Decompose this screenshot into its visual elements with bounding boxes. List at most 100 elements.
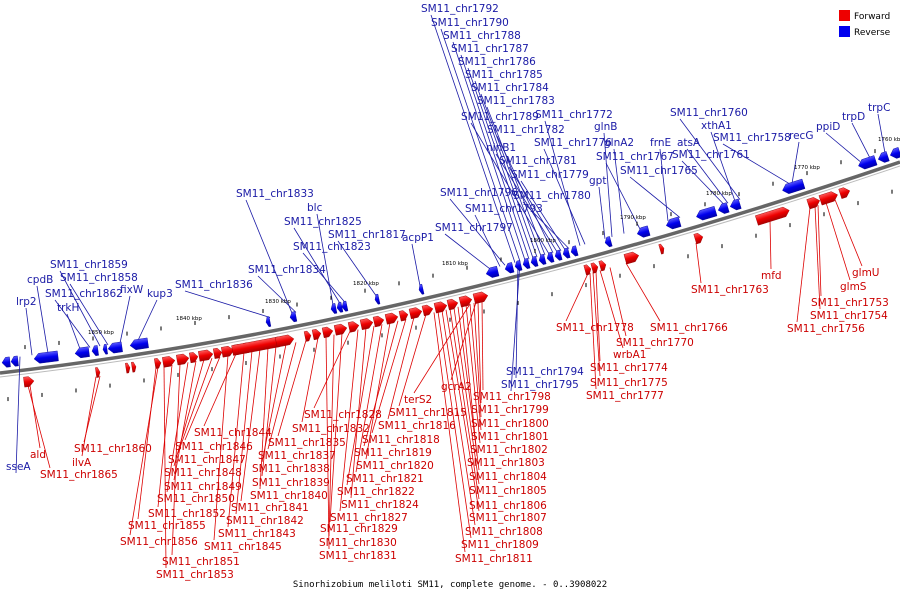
reverse-gene-arrow-41[interactable] [336, 301, 344, 313]
gene-label-sm11-chr1860[interactable]: SM11_chr1860 [74, 443, 152, 455]
gene-label-blc[interactable]: blc [307, 202, 323, 214]
gene-label-sm11-chr1761[interactable]: SM11_chr1761 [672, 149, 750, 161]
gene-label-sm11-chr1781[interactable]: SM11_chr1781 [499, 155, 577, 167]
gene-label-sm11-chr1858[interactable]: SM11_chr1858 [60, 272, 138, 284]
reverse-gene-arrow-1[interactable] [10, 355, 19, 367]
forward-gene-arrow-59[interactable] [623, 251, 640, 265]
forward-gene-arrow-3[interactable] [23, 376, 35, 388]
gene-label-lrp2[interactable]: lrp2 [16, 296, 37, 308]
gene-label-sm11-chr1758[interactable]: SM11_chr1758 [713, 132, 791, 144]
reverse-gene-arrow-73[interactable] [877, 151, 890, 164]
forward-gene-arrow-28[interactable] [359, 317, 374, 331]
gene-label-sm11-chr1828[interactable]: SM11_chr1828 [304, 409, 382, 421]
gene-label-sm11-chr1765[interactable]: SM11_chr1765 [620, 165, 698, 177]
reverse-gene-arrow-7[interactable] [107, 341, 123, 354]
gene-label-sm11-chr1859[interactable]: SM11_chr1859 [50, 259, 128, 271]
forward-gene-arrow-29[interactable] [372, 315, 385, 328]
gene-label-sm11-chr1789[interactable]: SM11_chr1789 [461, 111, 539, 123]
gene-label-sm11-chr1805[interactable]: SM11_chr1805 [469, 485, 547, 497]
gene-label-cpdb[interactable]: cpdB [27, 274, 53, 286]
forward-gene-arrow-35[interactable] [446, 298, 459, 311]
gene-label-sm11-chr1816[interactable]: SM11_chr1816 [378, 420, 456, 432]
forward-gene-arrow-27[interactable] [347, 320, 360, 333]
reverse-gene-arrow-68[interactable] [781, 178, 806, 195]
forward-gene-arrow-10[interactable] [125, 362, 131, 374]
forward-gene-arrow-13[interactable] [162, 356, 176, 368]
gene-label-sm11-chr1754[interactable]: SM11_chr1754 [810, 310, 888, 322]
reverse-gene-arrow-65[interactable] [717, 202, 730, 215]
gene-label-atsa[interactable]: atsA [677, 137, 701, 149]
forward-gene-arrow-16[interactable] [198, 349, 214, 362]
gene-label-sm11-chr1798[interactable]: SM11_chr1798 [473, 391, 551, 403]
gene-label-sm11-chr1795[interactable]: SM11_chr1795 [501, 379, 579, 391]
gene-label-trkh[interactable]: trkH [57, 302, 79, 314]
forward-gene-arrow-33[interactable] [421, 304, 434, 317]
gene-label-mfd[interactable]: mfd [761, 270, 782, 282]
gene-label-glmu[interactable]: glmU [852, 267, 880, 279]
gene-label-fixw[interactable]: fixW [120, 284, 144, 296]
gene-label-sm11-chr1786[interactable]: SM11_chr1786 [458, 56, 536, 68]
forward-gene-arrow-18[interactable] [220, 345, 235, 358]
gene-label-trpd[interactable]: trpD [842, 111, 865, 123]
reverse-gene-arrow-40[interactable] [330, 303, 338, 314]
gene-label-sm11-chr1819[interactable]: SM11_chr1819 [354, 447, 432, 459]
gene-label-sm11-chr1850[interactable]: SM11_chr1850 [157, 493, 235, 505]
gene-label-sm11-chr1841[interactable]: SM11_chr1841 [231, 502, 309, 514]
gene-label-sm11-chr1846[interactable]: SM11_chr1846 [175, 441, 253, 453]
gene-label-sm11-chr1780[interactable]: SM11_chr1780 [513, 190, 591, 202]
forward-gene-arrow-26[interactable] [333, 323, 348, 336]
gene-label-sm11-chr1797[interactable]: SM11_chr1797 [435, 222, 513, 234]
gene-label-sm11-chr1794[interactable]: SM11_chr1794 [506, 366, 584, 378]
reverse-gene-arrow-64[interactable] [695, 206, 718, 221]
gene-label-sm11-chr1800[interactable]: SM11_chr1800 [471, 418, 549, 430]
gene-label-sm11-chr1834[interactable]: SM11_chr1834 [248, 264, 326, 276]
gene-label-sm11-chr1796[interactable]: SM11_chr1796 [440, 187, 518, 199]
reverse-gene-arrow-52[interactable] [554, 249, 563, 261]
gene-label-sm11-chr1763[interactable]: SM11_chr1763 [691, 284, 769, 296]
forward-gene-arrow-11[interactable] [131, 361, 137, 373]
gene-label-sm11-chr1851[interactable]: SM11_chr1851 [162, 556, 240, 568]
reverse-gene-arrow-45[interactable] [485, 265, 500, 279]
forward-gene-arrow-23[interactable] [303, 330, 312, 342]
gene-label-sm11-chr1808[interactable]: SM11_chr1808 [465, 526, 543, 538]
gene-label-sm11-chr1772[interactable]: SM11_chr1772 [535, 109, 613, 121]
reverse-gene-arrow-62[interactable] [665, 216, 682, 231]
gene-label-sm11-chr1848[interactable]: SM11_chr1848 [164, 467, 242, 479]
gene-label-sm11-chr1847[interactable]: SM11_chr1847 [168, 454, 246, 466]
gene-label-sm11-chr1803[interactable]: SM11_chr1803 [467, 457, 545, 469]
gene-label-sm11-chr1844[interactable]: SM11_chr1844 [194, 427, 272, 439]
gene-label-sm11-chr1836[interactable]: SM11_chr1836 [175, 279, 253, 291]
reverse-gene-arrow-38[interactable] [265, 316, 272, 328]
gene-label-sm11-chr1835[interactable]: SM11_chr1835 [268, 437, 346, 449]
reverse-gene-arrow-66[interactable] [729, 198, 742, 211]
gene-label-sm11-chr1852[interactable]: SM11_chr1852 [148, 508, 226, 520]
gene-label-sm11-chr1778[interactable]: SM11_chr1778 [556, 322, 634, 334]
reverse-gene-arrow-4[interactable] [74, 346, 90, 359]
reverse-gene-arrow-5[interactable] [91, 345, 99, 356]
gene-label-sm11-chr1820[interactable]: SM11_chr1820 [356, 460, 434, 472]
forward-gene-arrow-12[interactable] [154, 358, 162, 369]
forward-gene-arrow-24[interactable] [311, 328, 322, 341]
gene-label-ppid[interactable]: ppiD [816, 121, 840, 133]
gene-label-glnb[interactable]: glnB [594, 121, 617, 133]
gene-label-frne[interactable]: frnE [650, 137, 671, 149]
reverse-gene-arrow-8[interactable] [129, 337, 149, 351]
gene-label-sm11-chr1775[interactable]: SM11_chr1775 [590, 377, 668, 389]
reverse-gene-arrow-44[interactable] [418, 283, 425, 295]
reverse-gene-arrow-51[interactable] [546, 251, 555, 263]
forward-gene-arrow-63[interactable] [693, 232, 705, 245]
forward-gene-arrow-36[interactable] [458, 295, 473, 308]
reverse-gene-arrow-47[interactable] [514, 260, 523, 272]
gene-label-sm11-chr1845[interactable]: SM11_chr1845 [204, 541, 282, 553]
reverse-gene-arrow-72[interactable] [857, 155, 878, 171]
gene-label-sm11-chr1823[interactable]: SM11_chr1823 [293, 241, 371, 253]
gene-label-sm11-chr1824[interactable]: SM11_chr1824 [341, 499, 419, 511]
gene-label-acpp1[interactable]: acpP1 [402, 232, 434, 244]
gene-label-sm11-chr1809[interactable]: SM11_chr1809 [461, 539, 539, 551]
reverse-gene-arrow-50[interactable] [538, 253, 547, 265]
reverse-gene-arrow-58[interactable] [604, 236, 613, 248]
gene-label-ssea[interactable]: sseA [6, 461, 31, 473]
forward-gene-arrow-70[interactable] [818, 190, 839, 206]
forward-gene-arrow-31[interactable] [398, 310, 409, 322]
forward-gene-arrow-71[interactable] [838, 186, 852, 199]
